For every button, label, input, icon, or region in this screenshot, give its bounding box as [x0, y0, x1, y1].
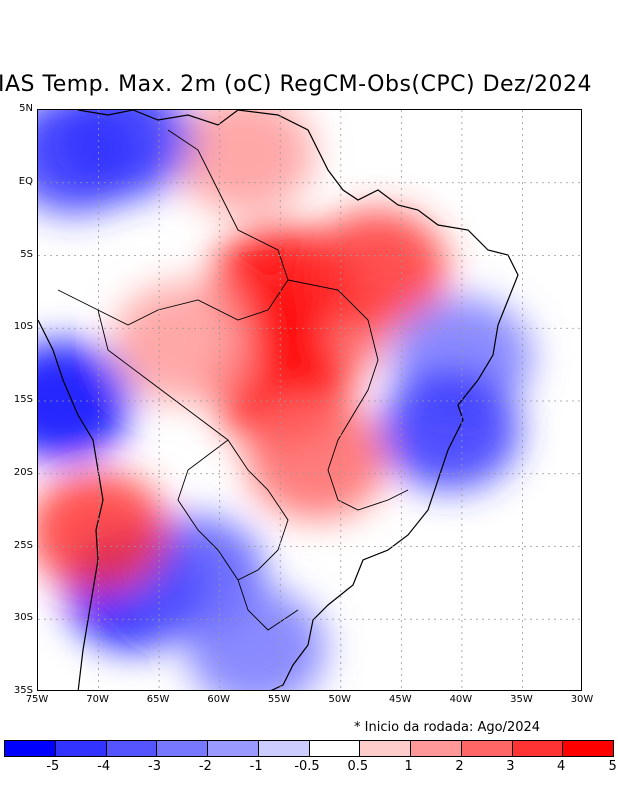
colorbar-label: 0.5 [347, 759, 369, 774]
lon-tick-label: 45W [389, 694, 412, 705]
lat-tick-label: 15S [13, 394, 33, 405]
lon-tick-label: 55W [267, 694, 291, 705]
anomaly-region [173, 110, 314, 214]
colorbar-label: 2 [455, 759, 464, 774]
colorbar-swatch [258, 741, 310, 756]
lon-tick-label: 30W [570, 694, 594, 705]
colorbar-label: 1 [404, 759, 413, 774]
andes-coast [38, 319, 104, 690]
colorbar-label: 5 [608, 759, 617, 774]
map-title: IAS Temp. Max. 2m (oC) RegCM-Obs(CPC) De… [0, 72, 592, 97]
map-panel [37, 109, 582, 691]
run-start-note: * Inicio da rodada: Ago/2024 [354, 720, 541, 735]
lat-tick-label: 20S [13, 466, 33, 478]
colorbar-swatch [309, 741, 361, 756]
colorbar-swatch [5, 741, 56, 756]
lat-tick-label: EQ [18, 175, 33, 187]
colorbar-label: 4 [557, 759, 566, 774]
colorbar-label: 3 [506, 759, 515, 774]
continent-outline [77, 110, 519, 690]
lat-tick-label: 25S [13, 539, 33, 551]
lat-tick-label: 35S [13, 685, 33, 696]
colorbar-swatch [411, 741, 462, 756]
anomaly-region [186, 588, 326, 690]
colorbar [4, 740, 614, 757]
anomaly-region [246, 399, 387, 520]
lon-tick-label: 50W [328, 694, 352, 705]
anomaly-region [52, 110, 193, 200]
lat-tick-label: 10S [13, 321, 33, 333]
colorbar-swatch [360, 741, 411, 756]
lat-tick-label: 30S [13, 612, 33, 624]
colorbar-label: -5 [46, 759, 60, 774]
colorbar-label: -4 [97, 759, 111, 774]
colorbar-swatch [461, 741, 513, 756]
country-borders [57, 129, 409, 631]
colorbar-swatch [106, 741, 158, 756]
colorbar-label: -2 [198, 759, 212, 774]
lat-tick-label: 5N [19, 103, 33, 114]
lon-tick-label: 60W [207, 694, 230, 705]
colorbar-swatch [208, 741, 259, 756]
colorbar-label: -1 [249, 759, 263, 774]
lon-tick-label: 65W [146, 694, 170, 705]
lon-tick-label: 40W [449, 694, 473, 705]
lon-tick-label: 35W [510, 694, 533, 705]
lat-tick-label: 5S [20, 248, 33, 260]
anomaly-map [38, 110, 581, 690]
colorbar-label: -3 [148, 759, 161, 774]
colorbar-label: -0.5 [294, 759, 320, 774]
anomaly-region [307, 210, 448, 331]
anomaly-region [113, 282, 254, 403]
colorbar-swatch [55, 741, 107, 756]
lon-tick-label: 70W [86, 694, 109, 705]
lon-tick-label: 75W [25, 694, 49, 705]
colorbar-swatch [512, 741, 564, 756]
colorbar-swatch [563, 741, 613, 756]
colorbar-swatch [157, 741, 208, 756]
anomaly-region [379, 370, 520, 491]
